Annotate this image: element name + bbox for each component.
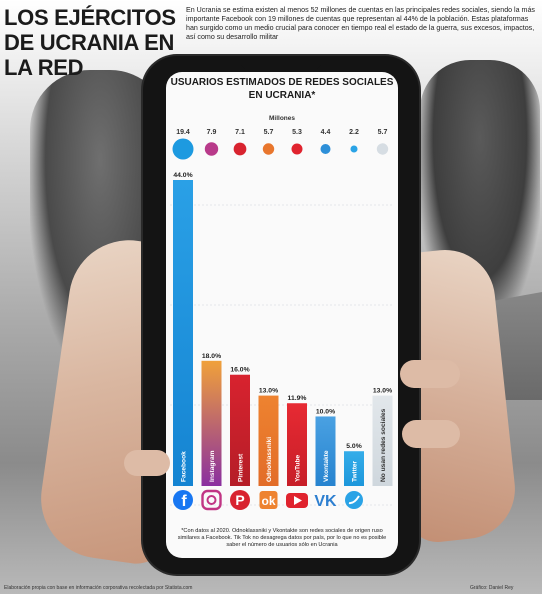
value-label: 13.0% [259,388,278,395]
million-label: 7.1 [235,129,245,136]
value-label: 16.0% [230,367,249,374]
category-label: Vkontakte [323,450,330,482]
twitter-icon-bird [348,495,360,505]
instagram-icon-lens [206,495,217,505]
category-label: YouTube [295,454,302,482]
category-label: Pinterest [238,453,245,482]
users-bubble [320,143,331,155]
instagram-icon [201,489,222,511]
bar-no-usan-redes-sociales [372,395,393,486]
users-bubble [172,138,194,160]
users-bubble [376,143,389,155]
vkontakte-icon: VK [314,493,337,510]
category-label: Facebook [181,451,188,482]
users-bubble [262,143,275,155]
twitter-icon [345,491,363,509]
category-label: Odnoklassniki [266,437,273,482]
left-finger [124,450,170,476]
category-label: No usan redes sociales [380,408,387,482]
million-label: 2.2 [349,129,359,136]
million-label: 5.3 [292,129,302,136]
users-bubble [350,145,358,153]
value-label: 5.0% [346,443,362,450]
graphic-credit: Gráfico: Daniel Rey [470,585,514,591]
facebook-icon-glyph: f [181,493,187,510]
bar-youtube [287,403,307,486]
category-label: Twitter [352,460,359,482]
chart-unit-label: Millones [268,115,295,122]
right-finger [400,360,460,388]
bar-odnoklassniki [258,395,279,486]
intro-text: En Ucrania se estima existen al menos 52… [186,6,535,41]
million-label: 4.4 [321,129,331,136]
value-label: 44.0% [173,172,192,179]
users-bubble [291,143,303,155]
pinterest-icon-glyph: P [235,492,244,508]
bar-pinterest [230,374,250,486]
bar-instagram [201,360,222,486]
bar-vkontakte [315,416,336,486]
phone-notch [240,58,322,70]
users-bubble [204,142,219,156]
value-label: 11.9% [288,395,307,402]
odnoklassniki-icon-glyph: ok [261,494,275,508]
right-finger [402,420,460,448]
million-label: 7.9 [207,129,217,136]
category-label: Instagram [209,450,216,482]
value-label: 18.0% [202,353,221,360]
million-label: 5.7 [378,129,388,136]
odnoklassniki-icon [259,491,278,509]
bar-twitter [344,451,364,486]
headline: LOS EJÉRCITOS DE UCRANIA EN LA RED [4,5,176,80]
pinterest-icon [230,490,250,510]
value-label: 10.0% [316,408,335,415]
bar-facebook [173,180,193,486]
facebook-icon [173,490,193,510]
source-credit: Elaboración propia con base en informaci… [4,585,193,591]
users-bubble [233,142,247,156]
youtube-icon-play [294,496,302,505]
chart-title: USUARIOS ESTIMADOS DE REDES SOCIALES EN … [170,77,394,101]
value-label: 13.0% [373,388,392,395]
million-label: 5.7 [264,129,274,136]
million-label: 19.4 [176,129,190,136]
chart-footnote: *Con datos al 2020. Odnoklassniki y Vkon… [177,528,387,549]
